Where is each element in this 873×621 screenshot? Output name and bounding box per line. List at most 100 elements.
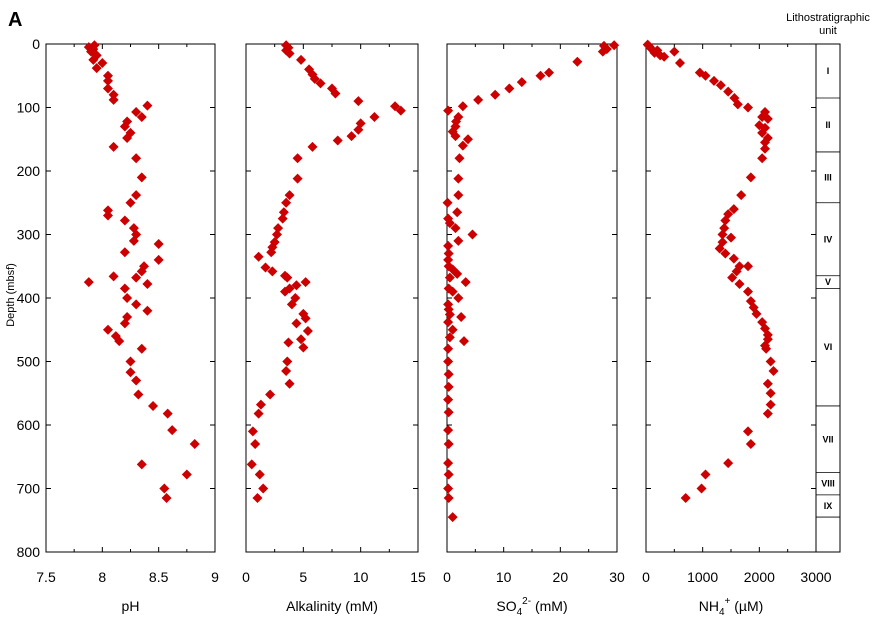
data-point <box>760 122 770 133</box>
data-point <box>452 207 463 218</box>
data-point <box>131 299 142 310</box>
data-point <box>88 54 99 65</box>
data-point <box>122 293 133 303</box>
data-point <box>125 367 136 378</box>
data-point <box>444 218 455 229</box>
data-point <box>743 286 753 297</box>
unit-label: III <box>824 172 832 182</box>
data-point <box>760 143 770 154</box>
chart-panel-1: 7.5 8 8.5 9 pH <box>36 40 219 614</box>
data-point <box>281 197 292 208</box>
data-point <box>167 425 178 436</box>
data-point <box>284 378 295 389</box>
data-point <box>765 388 776 399</box>
data-point <box>253 251 264 262</box>
data-point <box>459 336 469 347</box>
chart-panel-3: 0 10 20 30 SO42- (mM) <box>442 40 625 618</box>
data-point <box>745 172 756 183</box>
y-tick-label: 700 <box>17 481 41 497</box>
data-point <box>286 299 297 310</box>
data-point <box>450 131 461 142</box>
x-axis-label: pH <box>122 598 140 614</box>
data-point <box>443 240 454 251</box>
data-point <box>346 131 357 142</box>
y-tick-label: 0 <box>32 36 40 52</box>
data-point <box>283 337 294 348</box>
panel-label: A <box>8 9 22 31</box>
data-point <box>108 94 119 105</box>
x-tick-label: 0 <box>443 569 451 585</box>
data-point <box>296 334 307 345</box>
data-point <box>136 459 147 470</box>
data-point <box>443 394 454 405</box>
data-point <box>453 190 464 201</box>
x-tick-label: 7.5 <box>36 569 56 585</box>
data-point <box>443 407 454 418</box>
data-point <box>279 286 290 297</box>
data-point <box>751 308 762 319</box>
data-point <box>743 426 753 437</box>
data-point <box>131 190 142 201</box>
data-point <box>300 277 311 288</box>
data-point <box>456 312 467 323</box>
data-point <box>266 247 277 258</box>
data-point <box>315 78 326 89</box>
data-point <box>142 279 153 290</box>
data-point <box>131 106 142 117</box>
data-point <box>390 101 401 112</box>
data-point <box>102 210 113 221</box>
data-point <box>108 271 119 282</box>
data-point <box>720 248 731 259</box>
x-axis-label: SO42- (mM) <box>496 596 567 618</box>
data-point <box>443 356 454 367</box>
data-point <box>761 343 772 354</box>
data-point <box>762 113 773 124</box>
data-point <box>597 46 608 57</box>
data-point <box>473 94 484 105</box>
x-tick-label: 9 <box>211 569 219 585</box>
data-point <box>675 58 685 69</box>
x-axis-label: NH4+ (µM) <box>699 596 764 618</box>
data-point <box>136 172 147 183</box>
data-point <box>743 102 753 113</box>
data-point <box>161 493 172 504</box>
data-point <box>125 197 136 208</box>
data-point <box>443 317 454 328</box>
data-point <box>669 46 680 57</box>
data-point <box>757 127 768 138</box>
unit-label: VII <box>822 434 833 444</box>
plot-frame <box>245 43 419 553</box>
data-point <box>447 512 458 523</box>
data-point <box>715 80 726 91</box>
data-point <box>307 141 318 152</box>
data-point <box>131 272 142 283</box>
data-point <box>457 140 468 151</box>
data-point <box>453 173 464 184</box>
data-point <box>131 375 142 386</box>
data-point <box>768 366 779 377</box>
data-point <box>700 469 711 480</box>
data-point <box>250 439 261 450</box>
data-point <box>443 343 454 354</box>
data-point <box>714 243 725 254</box>
unit-label: IX <box>824 501 833 511</box>
data-point <box>246 459 257 470</box>
data-point <box>181 469 192 480</box>
data-point <box>273 223 284 234</box>
data-point <box>453 293 464 303</box>
data-point <box>444 309 455 320</box>
data-point <box>292 173 303 184</box>
data-point <box>680 493 691 504</box>
data-point <box>700 70 711 81</box>
y-tick-label: 400 <box>17 290 41 306</box>
x-axis-label: Alkalinity (mM) <box>286 598 378 614</box>
data-point <box>119 247 130 258</box>
data-point <box>142 305 153 316</box>
data-point <box>119 283 130 294</box>
data-point <box>443 469 454 480</box>
data-point <box>265 389 276 400</box>
data-point <box>443 105 454 116</box>
data-point <box>254 469 265 480</box>
data-point <box>709 75 719 86</box>
